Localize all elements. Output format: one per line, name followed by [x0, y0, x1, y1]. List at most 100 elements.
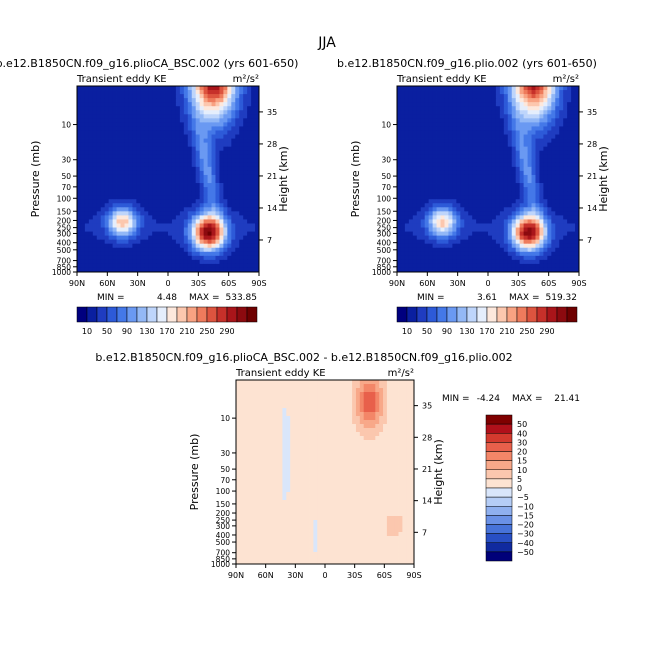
contour-cell [144, 114, 149, 119]
contour-cell [92, 94, 98, 99]
contour-cell [301, 392, 307, 397]
contour-cell [408, 191, 414, 196]
contour-cell [480, 146, 485, 152]
contour-cell [132, 114, 137, 119]
contour-cell [187, 122, 193, 127]
contour-cell [495, 195, 501, 200]
contour-cell [168, 174, 173, 180]
contour-cell [160, 207, 165, 212]
contour-cell [440, 166, 445, 172]
contour-cell [274, 400, 279, 405]
contour-cell [563, 126, 568, 131]
contour-cell [440, 235, 445, 241]
contour-cell [136, 215, 141, 220]
contour-cell [420, 267, 426, 273]
contour-cell [136, 203, 141, 208]
contour-cell [148, 199, 153, 204]
contour-cell [519, 191, 525, 196]
contour-cell [488, 235, 493, 241]
contour-cell [547, 90, 552, 95]
y-tick-label: 100 [377, 194, 392, 203]
contour-cell [491, 179, 497, 184]
contour-cell [255, 259, 260, 265]
contour-cell [199, 179, 205, 184]
contour-cell [476, 122, 481, 127]
contour-cell [420, 263, 426, 269]
y-tick-label: 300 [377, 229, 392, 238]
contour-cell [116, 179, 121, 184]
contour-cell [523, 183, 528, 188]
contour-cell [140, 235, 145, 241]
contour-cell [80, 251, 86, 257]
contour-cell [294, 428, 299, 433]
contour-cell [448, 195, 453, 200]
contour-cell [278, 424, 283, 429]
contour-cell [551, 174, 556, 180]
contour-cell [507, 98, 513, 103]
contour-cell [116, 243, 121, 249]
contour-cell [484, 86, 489, 91]
contour-cell [547, 170, 552, 176]
contour-cell [575, 223, 580, 228]
contour-cell [116, 267, 121, 273]
contour-cell [96, 158, 102, 164]
contour-cell [336, 420, 341, 425]
contour-cell [371, 412, 376, 417]
contour-cell [247, 142, 252, 148]
contour-cell [400, 235, 406, 241]
y-tick-label: 500 [57, 246, 72, 255]
contour-cell [255, 98, 260, 103]
contour-cell [400, 179, 406, 184]
contour-cell [484, 179, 489, 184]
contour-cell [120, 138, 125, 144]
contour-cell [555, 219, 560, 224]
contour-cell [420, 86, 426, 91]
contour-cell [448, 154, 453, 160]
contour-cell [144, 122, 149, 127]
contour-cell [104, 94, 110, 99]
contour-cell [203, 243, 208, 249]
contour-cell [168, 263, 173, 269]
contour-cell [282, 392, 287, 397]
contour-cell [219, 154, 224, 160]
contour-cell [499, 102, 505, 107]
contour-cell [187, 187, 193, 192]
contour-cell [251, 219, 256, 224]
contour-cell [400, 187, 406, 192]
contour-cell [424, 263, 430, 269]
contour-cell [495, 219, 501, 224]
contour-cell [203, 203, 208, 208]
contour-cell [100, 102, 106, 107]
contour-cell [543, 126, 548, 131]
contour-cell [408, 207, 414, 212]
contour-cell [400, 247, 406, 253]
contour-cell [325, 412, 330, 417]
contour-cell [424, 138, 430, 144]
contour-cell [116, 126, 121, 131]
contour-cell [408, 203, 414, 208]
contour-cell [215, 259, 220, 265]
contour-cell [120, 110, 125, 115]
contour-cell [456, 126, 461, 131]
contour-cell [519, 219, 525, 224]
contour-cell [92, 154, 98, 160]
contour-cell [120, 98, 125, 103]
contour-cell [108, 259, 114, 265]
contour-cell [92, 179, 98, 184]
contour-cell [328, 400, 334, 405]
contour-cell [567, 179, 572, 184]
contour-cell [499, 146, 505, 152]
contour-cell [507, 263, 513, 269]
contour-cell [390, 380, 396, 385]
contour-cell [428, 130, 434, 135]
contour-cell [219, 86, 224, 91]
contour-cell [160, 86, 165, 91]
contour-cell [472, 191, 477, 196]
contour-cell [199, 231, 205, 237]
contour-cell [160, 215, 165, 220]
contour-cell [484, 207, 489, 212]
contour-cell [100, 158, 106, 164]
contour-cell [168, 235, 173, 241]
contour-cell [432, 243, 437, 249]
contour-cell [235, 134, 240, 139]
